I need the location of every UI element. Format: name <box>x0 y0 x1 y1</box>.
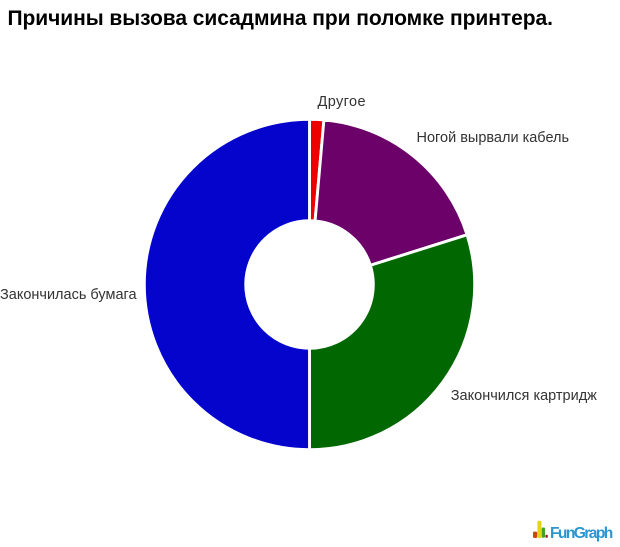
svg-text:FunGraph: FunGraph <box>550 525 613 542</box>
